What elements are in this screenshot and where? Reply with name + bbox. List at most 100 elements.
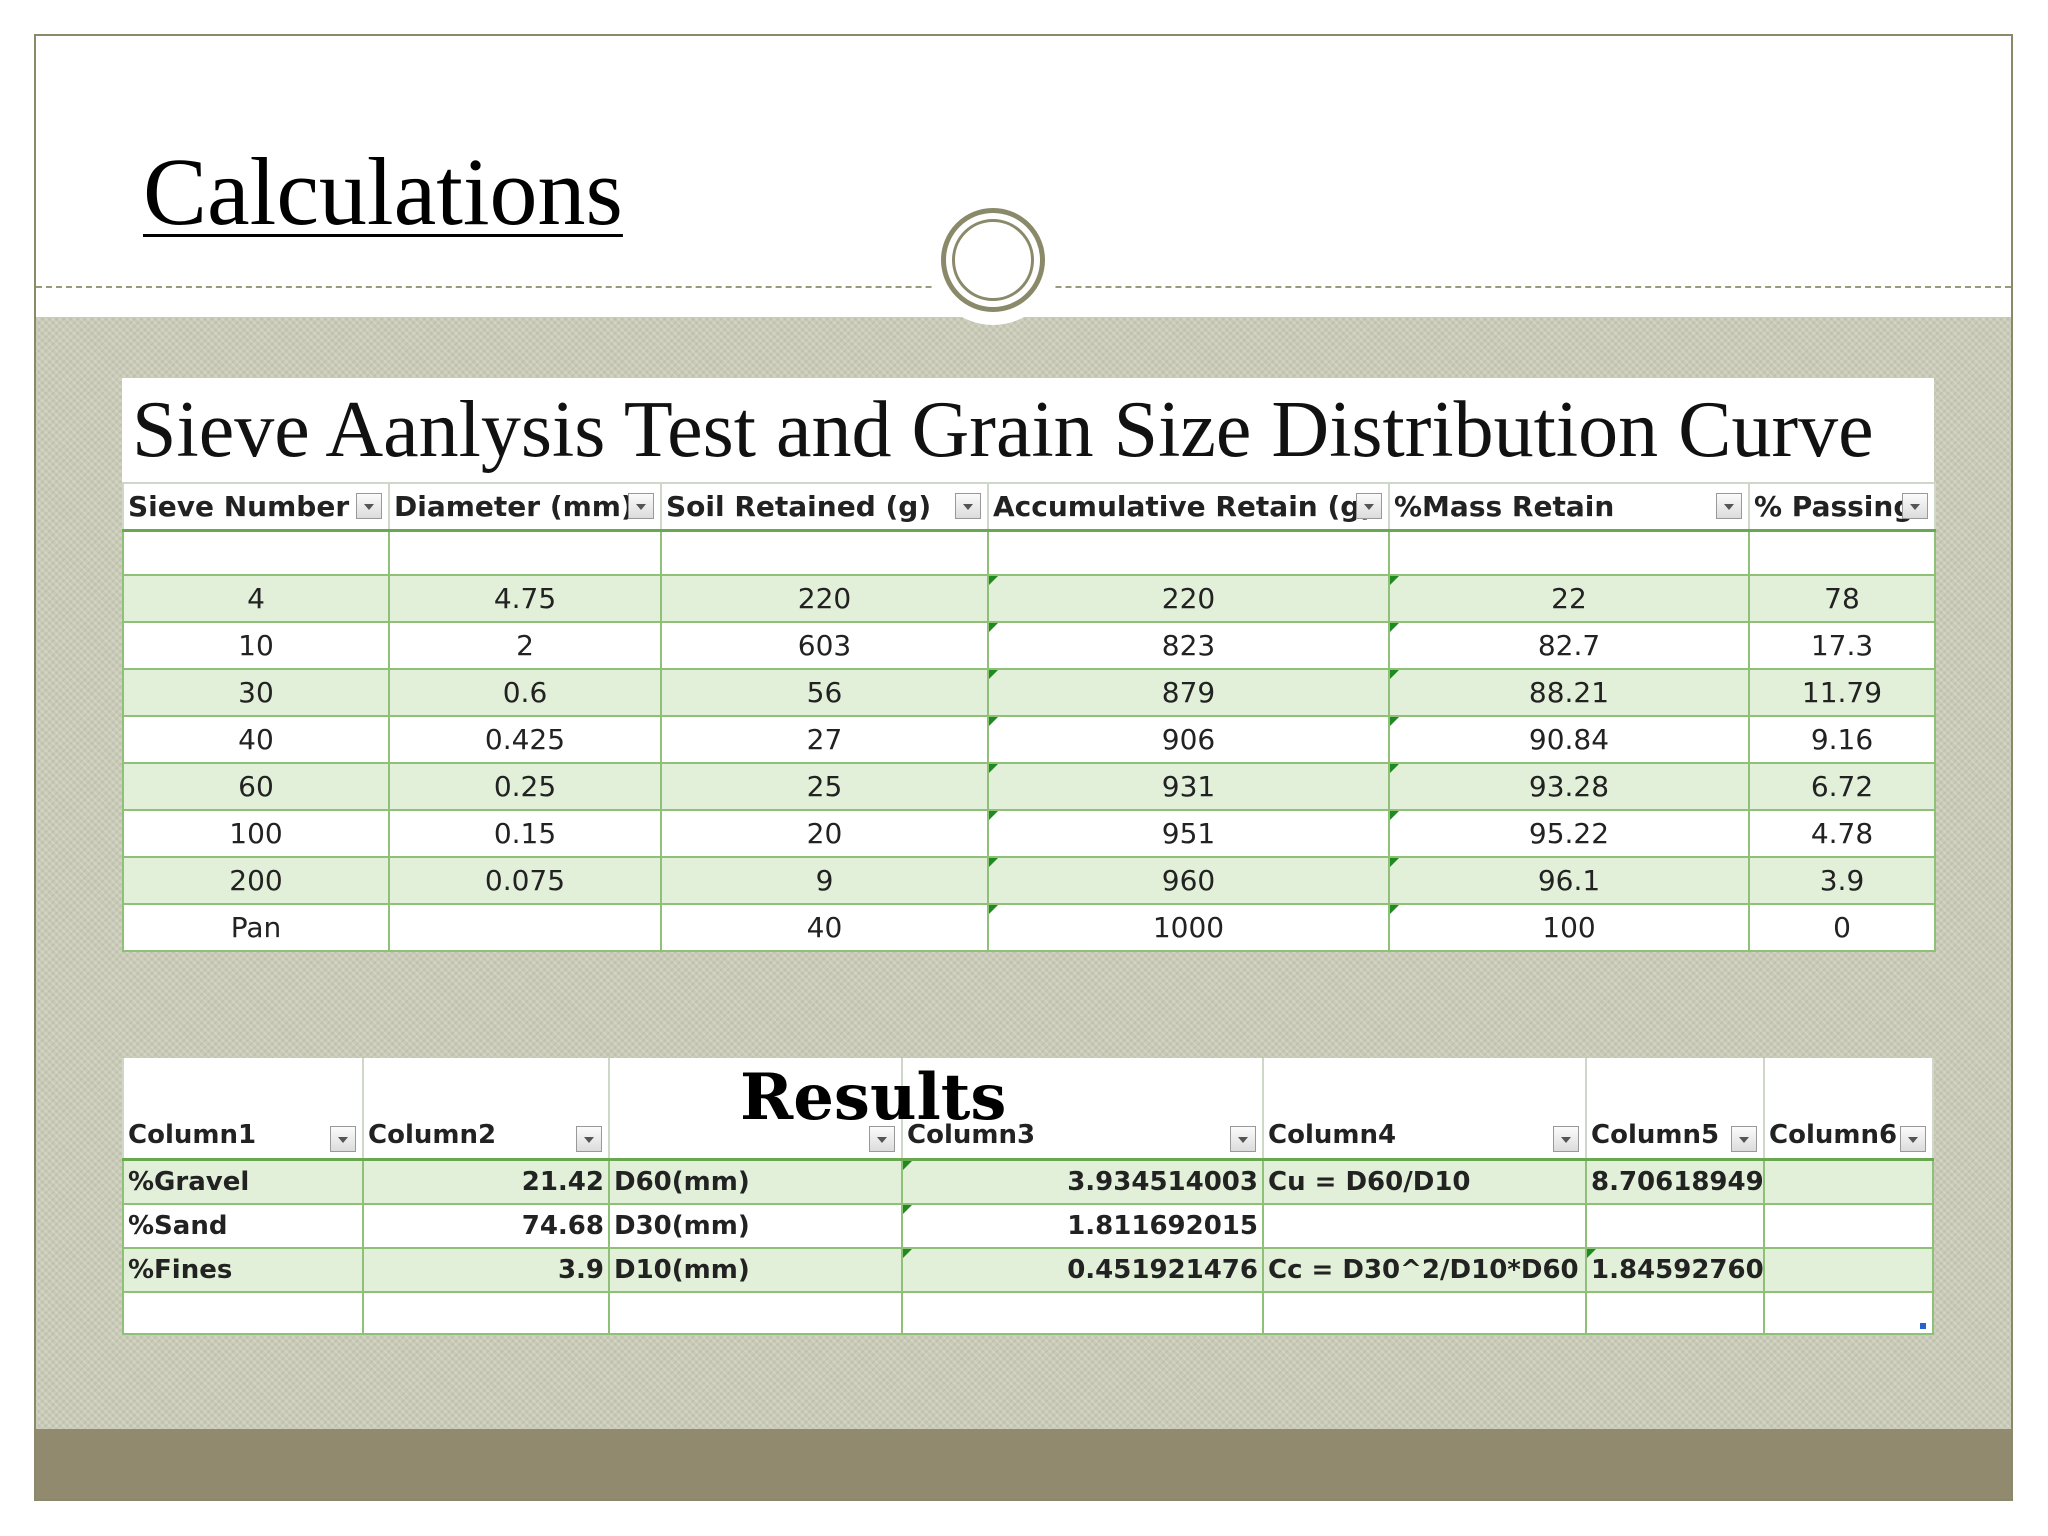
table-cell[interactable] [1763,1291,1934,1335]
table-cell[interactable]: 78 [1748,574,1936,623]
table-cell[interactable]: 1.845927608 [1585,1247,1765,1293]
table-cell[interactable] [1262,1291,1587,1335]
table-cell[interactable] [1763,1247,1934,1293]
table-cell[interactable]: 10 [122,621,390,670]
table-cell[interactable]: 0.075 [388,856,662,905]
table-cell[interactable]: 0.451921476 [901,1247,1264,1293]
table-cell[interactable] [1262,1203,1587,1249]
table-cell[interactable]: 100 [1388,903,1750,952]
table-cell[interactable]: D30(mm) [608,1203,903,1249]
table-cell[interactable]: 27 [660,715,989,764]
table-cell[interactable]: 1000 [987,903,1390,952]
table-row: %Sand 74.68 D30(mm) 1.811692015 [122,1203,1934,1249]
filter-dropdown-icon[interactable] [1553,1126,1579,1152]
table-row: %Gravel 21.42 D60(mm) 3.934514003 Cu = D… [122,1158,1934,1205]
table-cell[interactable]: 603 [660,621,989,670]
filter-dropdown-icon[interactable] [330,1126,356,1152]
table-cell[interactable]: 82.7 [1388,621,1750,670]
table-cell[interactable]: D10(mm) [608,1247,903,1293]
table-cell[interactable]: 220 [660,574,989,623]
table-cell[interactable]: 40 [122,715,390,764]
resize-handle-icon[interactable] [1920,1323,1926,1329]
table-cell[interactable] [122,1291,364,1335]
table-cell[interactable] [362,1291,610,1335]
table-cell[interactable]: 100 [122,809,390,858]
table-cell[interactable]: 30 [122,668,390,717]
table-cell[interactable]: 0.15 [388,809,662,858]
filter-dropdown-icon[interactable] [356,493,382,519]
sieve-table: Sieve Number Diameter (mm) Soil Retained… [122,482,1936,952]
table-cell[interactable] [1585,1203,1765,1249]
table-cell[interactable]: 21.42 [362,1158,610,1205]
table-cell[interactable] [1585,1291,1765,1335]
header-label: Column3 [907,1120,1036,1150]
table-cell[interactable]: D60(mm) [608,1158,903,1205]
table-cell[interactable]: 40 [660,903,989,952]
filter-dropdown-icon[interactable] [1356,493,1382,519]
table-cell[interactable]: 1.811692015 [901,1203,1264,1249]
column-header [608,1058,903,1161]
table-cell[interactable]: 60 [122,762,390,811]
table-cell[interactable]: 90.84 [1388,715,1750,764]
filter-dropdown-icon[interactable] [576,1126,602,1152]
table-cell[interactable]: 88.21 [1388,668,1750,717]
filter-dropdown-icon[interactable] [1230,1126,1256,1152]
table-cell[interactable]: 200 [122,856,390,905]
table-cell[interactable]: 9.16 [1748,715,1936,764]
filter-dropdown-icon[interactable] [1902,493,1928,519]
table-cell[interactable]: 906 [987,715,1390,764]
table-cell[interactable]: 4.75 [388,574,662,623]
table-row: Pan 40 1000 100 0 [122,903,1936,952]
table-cell[interactable]: 3.9 [362,1247,610,1293]
table-cell[interactable]: 2 [388,621,662,670]
table-cell[interactable]: 4.78 [1748,809,1936,858]
table-row [122,1291,1934,1335]
table-cell[interactable]: 3.934514003 [901,1158,1264,1205]
table-cell[interactable]: 0 [1748,903,1936,952]
filter-dropdown-icon[interactable] [955,493,981,519]
filter-dropdown-icon[interactable] [1716,493,1742,519]
table-cell[interactable]: 4 [122,574,390,623]
table-cell[interactable] [901,1291,1264,1335]
table-cell[interactable]: 17.3 [1748,621,1936,670]
table-cell[interactable]: 0.25 [388,762,662,811]
table-cell[interactable]: %Sand [122,1203,364,1249]
table-cell[interactable]: Pan [122,903,390,952]
table-cell[interactable]: 95.22 [1388,809,1750,858]
table-cell[interactable]: 9 [660,856,989,905]
header-label: Column4 [1268,1120,1397,1150]
table-cell[interactable]: 951 [987,809,1390,858]
table-cell[interactable]: 220 [987,574,1390,623]
table-cell[interactable] [388,903,662,952]
table-cell[interactable] [1763,1158,1934,1205]
filter-dropdown-icon[interactable] [869,1126,895,1152]
table-cell[interactable]: 20 [660,809,989,858]
table-cell[interactable]: 879 [987,668,1390,717]
table-cell[interactable]: 0.6 [388,668,662,717]
cell [660,529,989,576]
table-cell[interactable]: 931 [987,762,1390,811]
table-cell[interactable]: 960 [987,856,1390,905]
table-cell[interactable]: 11.79 [1748,668,1936,717]
table-cell[interactable] [1763,1203,1934,1249]
table-cell[interactable]: 823 [987,621,1390,670]
table-cell[interactable]: 0.425 [388,715,662,764]
filter-dropdown-icon[interactable] [628,493,654,519]
table-cell[interactable]: 96.1 [1388,856,1750,905]
table-cell[interactable]: Cc = D30^2/D10*D60 [1262,1247,1587,1293]
table-cell[interactable]: 93.28 [1388,762,1750,811]
filter-dropdown-icon[interactable] [1900,1126,1926,1152]
table-cell[interactable]: 56 [660,668,989,717]
table-cell[interactable]: 6.72 [1748,762,1936,811]
table-cell[interactable]: 3.9 [1748,856,1936,905]
table-cell[interactable]: %Gravel [122,1158,364,1205]
table-cell[interactable] [608,1291,903,1335]
table-cell[interactable]: Cu = D60/D10 [1262,1158,1587,1205]
table-cell[interactable]: 8.706189493 [1585,1158,1765,1205]
table-cell[interactable]: 74.68 [362,1203,610,1249]
filter-dropdown-icon[interactable] [1731,1126,1757,1152]
table-cell[interactable]: %Fines [122,1247,364,1293]
table-cell[interactable]: 22 [1388,574,1750,623]
table-cell[interactable]: 25 [660,762,989,811]
column-header: Column6 [1763,1058,1934,1161]
